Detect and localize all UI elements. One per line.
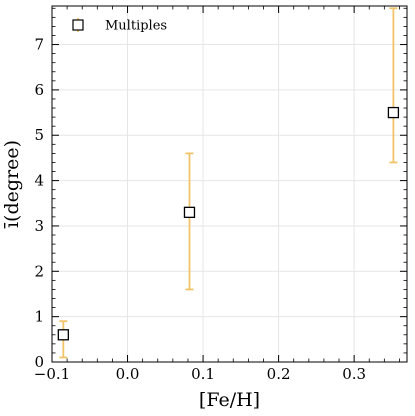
error-bars (59, 7, 398, 359)
data-point-0-2 (387, 106, 400, 119)
y-axis-label: ī(degree) (1, 140, 23, 229)
y-tick-label-2: 2 (34, 262, 44, 280)
legend: Multiples (72, 18, 167, 34)
data-point-0-1 (183, 206, 196, 218)
y-tick-label-0: 0 (34, 353, 44, 371)
x-tick-label-3: 0.2 (267, 365, 291, 383)
y-tick-label-1: 1 (34, 308, 44, 326)
y-tick-label-5: 5 (34, 126, 44, 144)
data-markers (57, 106, 400, 341)
x-tick-label-0: −0.1 (34, 365, 70, 383)
x-tick-label-1: 0.0 (116, 365, 140, 383)
y-tick-label-6: 6 (34, 81, 44, 99)
axis-ticks (51, 6, 407, 363)
x-axis-label: [Fe/H] (199, 389, 260, 411)
plot-frame (51, 5, 408, 363)
y-tick-label-3: 3 (34, 217, 44, 235)
grid (51, 6, 407, 363)
legend-entry-multiples: Multiples (105, 19, 167, 34)
x-tick-label-4: 0.3 (342, 365, 366, 383)
legend-marker (72, 19, 84, 31)
y-tick-label-7: 7 (34, 36, 44, 54)
y-tick-label-4: 4 (34, 172, 44, 190)
data-point-0-0 (57, 329, 69, 341)
tick-labels: −0.1 0.0 0.1 0.2 0.3 0 1 2 3 4 5 6 7 (34, 36, 366, 383)
x-tick-label-2: 0.1 (191, 365, 215, 383)
